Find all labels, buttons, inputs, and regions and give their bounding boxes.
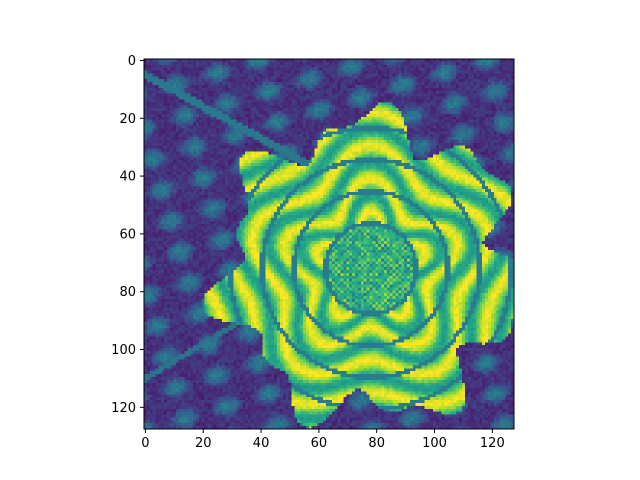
y-tick-label: 80 bbox=[119, 285, 136, 300]
heatmap-image bbox=[144, 59, 514, 429]
heatmap-raster bbox=[144, 59, 514, 429]
x-axis: 0 20 40 60 80 100 120 bbox=[141, 429, 505, 451]
x-tick-label: 120 bbox=[480, 436, 505, 451]
x-tick-label: 100 bbox=[422, 436, 447, 451]
x-tick-label: 0 bbox=[141, 436, 149, 451]
y-tick-label: 40 bbox=[119, 170, 136, 185]
x-tick-label: 40 bbox=[253, 436, 270, 451]
y-tick-label: 60 bbox=[119, 227, 136, 242]
y-tick-label: 100 bbox=[111, 343, 136, 358]
y-tick-label: 120 bbox=[111, 401, 136, 416]
y-tick-label: 0 bbox=[128, 54, 136, 69]
y-axis: 0 20 40 60 80 100 120 bbox=[111, 54, 144, 416]
x-tick-label: 60 bbox=[311, 436, 328, 451]
x-tick-label: 80 bbox=[368, 436, 385, 451]
y-tick-label: 20 bbox=[119, 112, 136, 127]
plot-frame bbox=[143, 58, 515, 430]
x-tick-label: 20 bbox=[195, 436, 212, 451]
